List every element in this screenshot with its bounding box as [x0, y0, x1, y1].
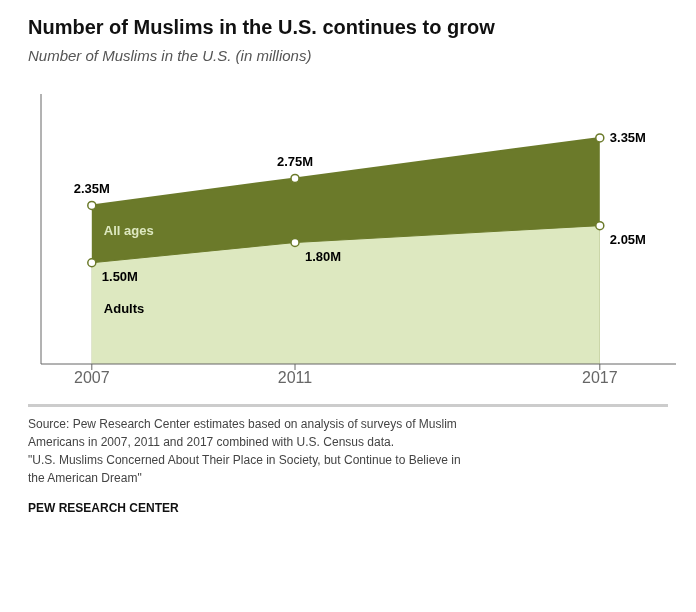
- svg-text:All ages: All ages: [104, 223, 154, 238]
- html-text:Number of Muslims in the U.S.: Number of Muslims in the U.S. (in millio…: [28, 47, 312, 64]
- svg-text:Adults: Adults: [104, 301, 144, 316]
- svg-text:2.05M: 2.05M: [610, 232, 646, 247]
- html-text:Americans in 2007, 2011 and 20: Americans in 2007, 2011 and 2017 combine…: [28, 435, 394, 449]
- svg-text:2.35M: 2.35M: [74, 181, 110, 196]
- svg-text:2007: 2007: [74, 369, 110, 386]
- html-text:PEW RESEARCH CENTER: PEW RESEARCH CENTER: [28, 501, 179, 515]
- svg-text:2.75M: 2.75M: [277, 154, 313, 169]
- svg-text:1.50M: 1.50M: [102, 269, 138, 284]
- html-text:"U.S. Muslims Concerned About: "U.S. Muslims Concerned About Their Plac…: [28, 453, 461, 467]
- svg-text:2017: 2017: [582, 369, 618, 386]
- svg-text:2011: 2011: [278, 369, 313, 386]
- html-text:Source: Pew Research Center es: Source: Pew Research Center estimates ba…: [28, 417, 457, 431]
- svg-text:1.80M: 1.80M: [305, 249, 341, 264]
- svg-text:3.35M: 3.35M: [610, 130, 646, 145]
- html-text:Number of Muslims in the U.S.: Number of Muslims in the U.S. continues …: [28, 16, 495, 38]
- html-text:the American Dream": the American Dream": [28, 471, 142, 485]
